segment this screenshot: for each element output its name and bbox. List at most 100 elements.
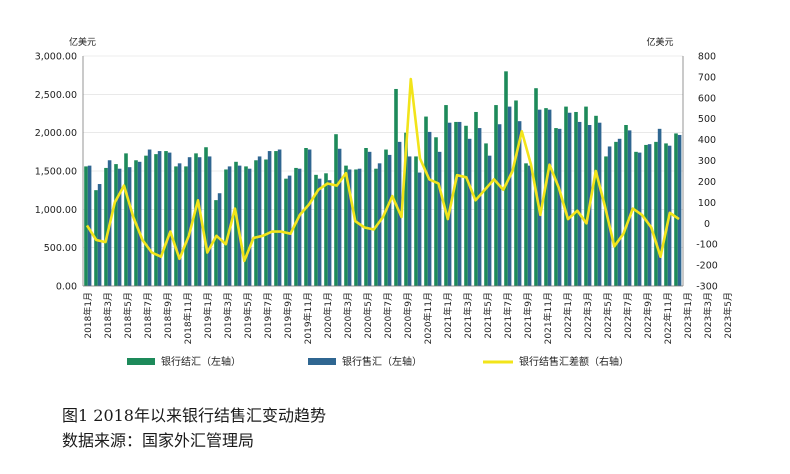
- left-tick-label: 1,500.00: [35, 167, 77, 178]
- right-tick-label: 600: [698, 93, 716, 104]
- x-tick-label: 2021年9月: [522, 292, 534, 339]
- legend-swatch-bank-sale: [308, 358, 336, 365]
- bar-bank-sale: [287, 175, 292, 286]
- bar-bank-settlement: [154, 154, 158, 286]
- bar-bank-settlement: [584, 106, 588, 286]
- x-tick-label: 2021年11月: [542, 292, 554, 344]
- bar-bank-sale: [127, 167, 132, 286]
- bar-bank-settlement: [644, 144, 648, 286]
- bar-bank-settlement: [324, 173, 328, 286]
- left-tick-label: 0.00: [56, 282, 77, 293]
- bar-bank-settlement: [224, 169, 228, 286]
- bar-bank-settlement: [244, 166, 248, 286]
- bar-bank-settlement: [384, 149, 388, 286]
- left-axis-unit: 亿美元: [69, 36, 96, 48]
- bar-bank-sale: [537, 109, 542, 287]
- bar-bank-settlement: [554, 128, 558, 286]
- bar-bank-sale: [657, 128, 662, 286]
- x-tick-label: 2022年7月: [622, 292, 634, 339]
- left-tick-label: 3,000.00: [35, 52, 77, 63]
- bar-bank-sale: [207, 156, 212, 286]
- right-tick-label: 400: [698, 135, 716, 146]
- bar-bank-settlement: [574, 111, 578, 286]
- bar-bank-sale: [237, 165, 242, 286]
- legend: 银行结汇（左轴） 银行售汇（左轴） 银行结售汇差额（右轴）: [127, 355, 629, 368]
- bar-bank-sale: [517, 121, 522, 287]
- bar-bank-settlement: [564, 106, 568, 286]
- x-tick-label: 2019年3月: [222, 292, 234, 339]
- right-tick-label: -200: [696, 261, 718, 272]
- x-tick-label: 2023年3月: [702, 292, 714, 339]
- bar-bank-sale: [117, 168, 122, 286]
- right-tick-label: 300: [698, 156, 716, 167]
- right-tick-label: 700: [698, 72, 716, 83]
- bar-bank-settlement: [314, 174, 318, 286]
- bar-bank-sale: [367, 151, 372, 286]
- bar-bank-sale: [87, 165, 92, 286]
- gridlines: [83, 55, 683, 287]
- bar-bank-sale: [277, 149, 282, 286]
- bar-bank-sale: [477, 128, 482, 286]
- bar-series-group: [84, 71, 682, 287]
- bar-bank-sale: [557, 128, 562, 286]
- right-tick-label: 100: [698, 198, 716, 209]
- bar-bank-sale: [97, 184, 102, 286]
- bar-bank-settlement: [164, 151, 168, 286]
- x-tick-label: 2019年7月: [262, 292, 274, 339]
- bar-bank-sale: [527, 165, 532, 286]
- bar-bank-settlement: [144, 155, 148, 286]
- bar-bank-settlement: [654, 141, 658, 286]
- chart-canvas: 亿美元 亿美元 0.00 500.00 1,000.00 1,500.00 2,000.…: [35, 36, 734, 368]
- bar-bank-settlement: [174, 166, 178, 286]
- bar-bank-settlement: [494, 105, 498, 286]
- bar-bank-settlement: [414, 156, 418, 286]
- bar-bank-settlement: [434, 137, 438, 286]
- bar-bank-sale: [197, 157, 202, 286]
- legend-swatch-bank-settlement: [127, 358, 155, 365]
- bar-bank-settlement: [594, 115, 598, 286]
- x-tick-label: 2020年5月: [362, 292, 374, 339]
- bar-bank-settlement: [674, 133, 678, 286]
- bar-bank-sale: [387, 154, 392, 286]
- bar-bank-settlement: [614, 141, 618, 286]
- x-tick-label: 2019年9月: [282, 292, 294, 339]
- bar-bank-settlement: [484, 143, 488, 286]
- bar-bank-sale: [577, 121, 582, 286]
- x-tick-label: 2021年5月: [482, 292, 494, 339]
- line-series-group: [85, 77, 680, 263]
- bar-bank-settlement: [234, 161, 238, 286]
- bar-bank-sale: [647, 144, 652, 286]
- axes: 亿美元 亿美元 0.00 500.00 1,000.00 1,500.00 2,000.…: [35, 36, 734, 344]
- bar-bank-sale: [597, 122, 602, 286]
- bar-bank-sale: [247, 168, 252, 286]
- bar-bank-sale: [497, 124, 502, 286]
- right-axis-unit: 亿美元: [646, 36, 673, 48]
- bar-bank-sale: [307, 149, 312, 286]
- bar-bank-settlement: [274, 151, 278, 286]
- bar-bank-sale: [327, 180, 332, 286]
- right-tick-label: -300: [696, 282, 718, 293]
- x-tick-label: 2022年11月: [662, 292, 674, 344]
- x-tick-label: 2018年1月: [82, 292, 94, 339]
- bar-bank-sale: [177, 163, 182, 286]
- bar-bank-sale: [297, 168, 302, 286]
- bar-bank-settlement: [604, 156, 608, 286]
- bar-bank-settlement: [334, 134, 338, 286]
- bar-bank-settlement: [464, 125, 468, 287]
- x-tick-label: 2020年9月: [402, 292, 414, 339]
- bar-bank-sale: [257, 156, 262, 286]
- bar-bank-sale: [417, 172, 422, 286]
- x-tick-label: 2021年7月: [502, 292, 514, 339]
- x-tick-label: 2023年5月: [722, 292, 734, 339]
- bar-bank-sale: [407, 156, 412, 286]
- bar-bank-sale: [677, 134, 682, 286]
- bar-bank-settlement: [214, 200, 218, 286]
- bar-bank-sale: [507, 106, 512, 286]
- figure-title: 图1 2018年以来银行结售汇变动趋势: [62, 406, 326, 425]
- x-tick-label: 2018年5月: [122, 292, 134, 339]
- bar-bank-settlement: [624, 125, 628, 286]
- bar-bank-sale: [427, 131, 432, 286]
- bar-bank-settlement: [204, 147, 208, 286]
- bar-bank-settlement: [634, 151, 638, 286]
- x-tick-label: 2019年11月: [302, 292, 314, 344]
